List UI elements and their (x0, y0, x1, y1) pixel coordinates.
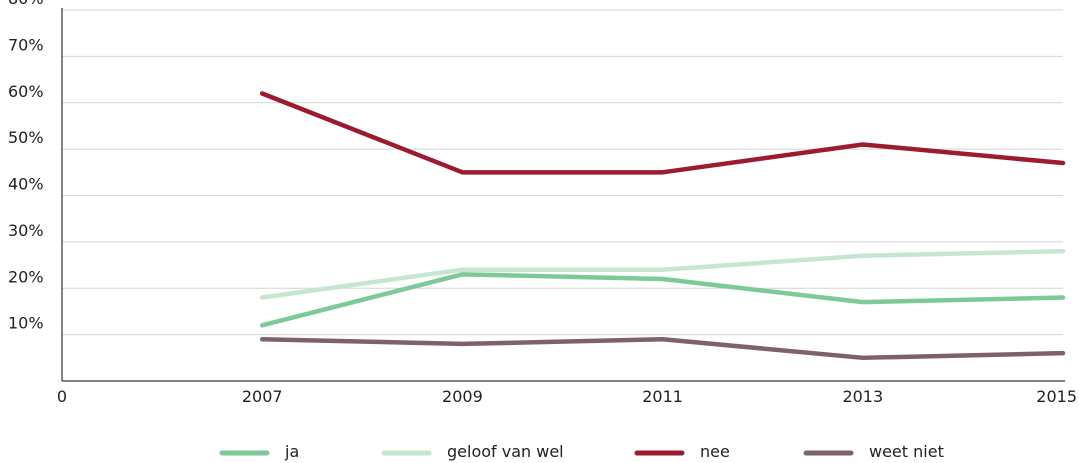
x-tick-label: 0 (57, 387, 67, 406)
series-line-nee (259, 91, 1066, 175)
y-tick-label: 30% (8, 221, 44, 240)
series-line-weet-niet (259, 337, 1066, 361)
y-tick-label: 50% (8, 128, 44, 147)
series-lines (259, 91, 1066, 361)
legend-item: nee (634, 442, 730, 461)
y-axis-ticks: 10% 20% 30% 40% 50% 60% 70% 80% (8, 0, 44, 333)
series-line-ja (259, 272, 1066, 328)
legend-label: nee (700, 442, 730, 461)
y-tick-label: 70% (8, 35, 44, 54)
gridlines (62, 9, 1063, 336)
x-tick-label: 2015 (1036, 387, 1077, 406)
x-tick-label: 2007 (242, 387, 283, 406)
y-tick-label: 60% (8, 82, 44, 101)
x-axis-ticks: 0 2007 2009 2011 2013 2015 (57, 387, 1077, 406)
x-tick-label: 2009 (442, 387, 483, 406)
y-tick-label: 20% (8, 267, 44, 286)
series-line-geloof-van-wel (259, 248, 1066, 300)
x-tick-label: 2011 (642, 387, 683, 406)
y-tick-label: 10% (8, 314, 44, 333)
legend-item: ja (219, 442, 299, 461)
y-tick-label: 40% (8, 175, 44, 194)
legend-label: weet niet (869, 442, 944, 461)
legend: ja geloof van wel nee weet niet (219, 442, 944, 461)
x-tick-label: 2013 (842, 387, 883, 406)
axes (61, 8, 1065, 382)
legend-item: geloof van wel (381, 442, 564, 461)
y-tick-label: 80% (8, 0, 44, 8)
legend-label: ja (284, 442, 299, 461)
legend-item: weet niet (803, 442, 944, 461)
legend-label: geloof van wel (447, 442, 564, 461)
